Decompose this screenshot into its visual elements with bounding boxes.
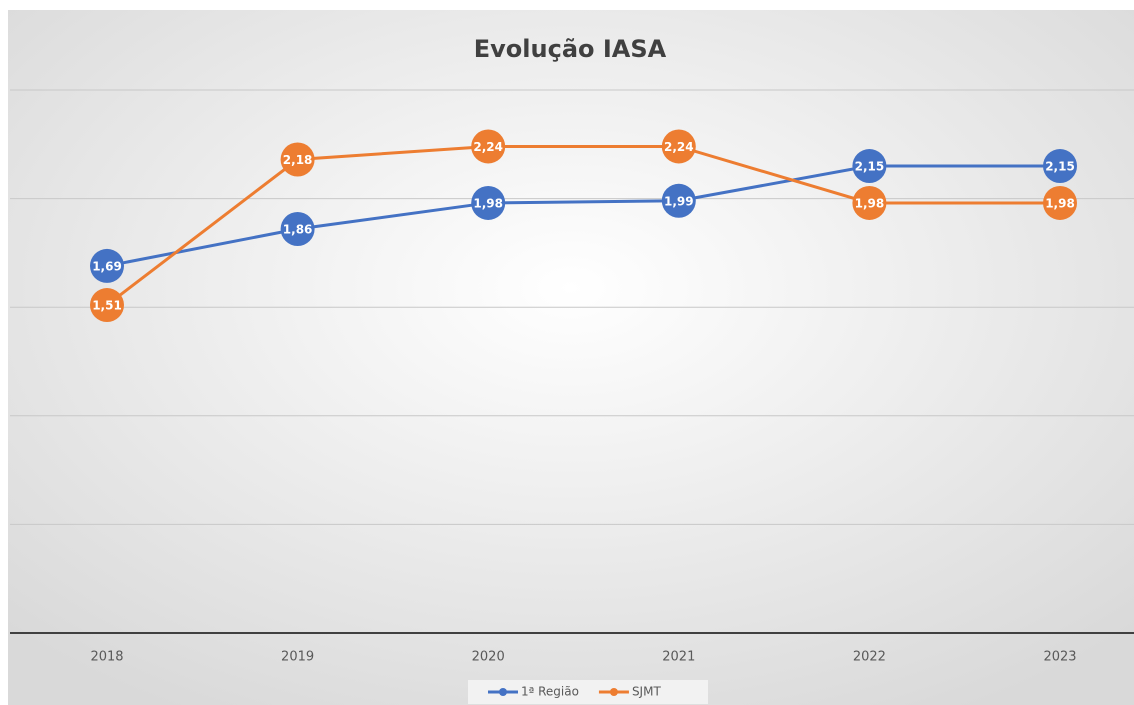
data-label: 2,24 bbox=[473, 140, 503, 154]
x-tick-label: 2021 bbox=[662, 650, 695, 665]
data-label: 1,51 bbox=[92, 299, 122, 313]
legend-marker bbox=[609, 688, 618, 696]
chart-title: Evolução IASA bbox=[474, 35, 667, 63]
x-tick-label: 2020 bbox=[472, 650, 505, 665]
chart-background bbox=[8, 10, 1134, 705]
point-marker bbox=[471, 129, 506, 164]
x-tick-label: 2018 bbox=[90, 650, 123, 665]
point-marker bbox=[1043, 185, 1077, 220]
legend-label: 1ª Região bbox=[521, 685, 579, 699]
point-marker bbox=[661, 183, 696, 218]
data-label: 1,69 bbox=[92, 259, 122, 273]
x-tick-label: 2023 bbox=[1043, 650, 1076, 665]
legend-marker bbox=[499, 688, 507, 696]
point-marker bbox=[90, 248, 124, 283]
point-marker bbox=[280, 142, 315, 177]
point-marker bbox=[280, 212, 315, 247]
legend-label: SJMT bbox=[632, 685, 662, 699]
x-tick-label: 2019 bbox=[281, 650, 314, 665]
point-marker bbox=[661, 129, 696, 164]
point-marker bbox=[471, 185, 506, 220]
data-label: 2,18 bbox=[283, 153, 313, 167]
point-marker bbox=[852, 185, 887, 220]
data-label: 2,24 bbox=[664, 140, 694, 154]
point-marker bbox=[852, 149, 887, 184]
data-label: 1,86 bbox=[283, 223, 313, 237]
data-label: 2,15 bbox=[1045, 160, 1075, 174]
data-label: 2,15 bbox=[855, 160, 885, 174]
data-label: 1,98 bbox=[473, 196, 503, 210]
point-marker bbox=[90, 288, 124, 323]
data-label: 1,99 bbox=[664, 194, 694, 208]
point-marker bbox=[1043, 149, 1077, 184]
data-label: 1,98 bbox=[1045, 196, 1075, 210]
series-line bbox=[106, 144, 1060, 307]
x-tick-label: 2022 bbox=[853, 650, 886, 665]
data-label: 1,98 bbox=[855, 196, 885, 210]
series-line bbox=[106, 164, 1060, 268]
